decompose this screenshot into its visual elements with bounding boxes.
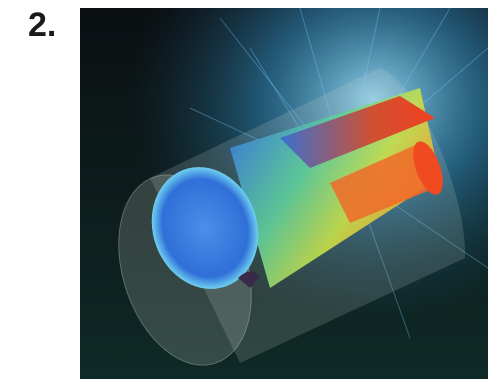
page: {"label": "2."} 2. <box>0 0 488 379</box>
simulation-image <box>80 8 488 379</box>
figure-label: 2. <box>28 6 56 45</box>
